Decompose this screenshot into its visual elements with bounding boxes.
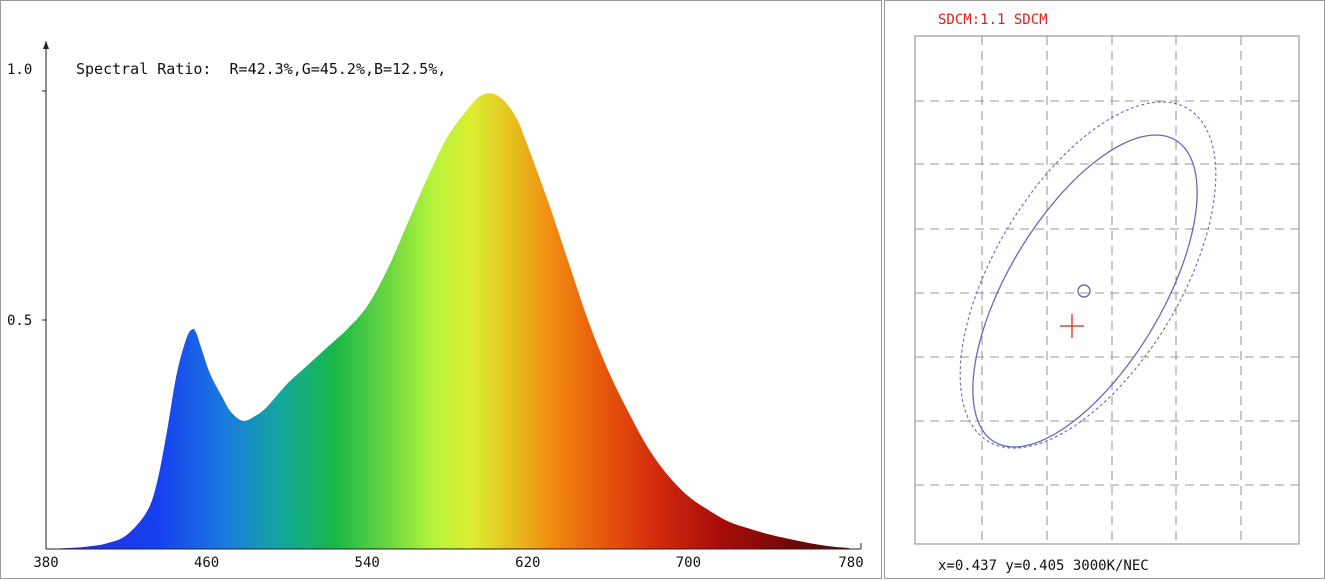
chromaticity-coordinates: x=0.437 y=0.405 3000K/NEC: [938, 558, 1149, 574]
sdcm-outer-ellipse: [959, 101, 1217, 449]
sdcm-inner-ellipse: [972, 134, 1198, 448]
x-tick-label-700: 700: [676, 555, 701, 571]
sdcm-chart: SDCM:1.1 SDCM x=0.437 y=0.405 3000K/NEC: [914, 12, 1300, 574]
x-tick-label-780: 780: [838, 555, 863, 571]
x-tick-label-460: 460: [194, 555, 219, 571]
spectrum-axes: [43, 41, 862, 550]
sdcm-grid: [915, 36, 1299, 544]
x-tick-labels: 380 460 540 620 700 780: [33, 555, 863, 571]
measured-point-cross: [1060, 314, 1084, 338]
spectrum-area: [46, 93, 849, 550]
spectrum-chart: 380 460 540 620 700 780 0.5 1.0 Spectral Ratio…: [7, 41, 864, 571]
spectrum-chart-panel: 380 460 540 620 700 780 0.5 1.0 Spectral Ratio…: [0, 0, 882, 579]
spectral-ratio-title: Spectral Ratio: R=42.3%,G=45.2%,B=12.5%,: [76, 60, 446, 78]
y-tick-label-1.0: 1.0: [7, 62, 32, 78]
y-tick-labels: 0.5 1.0: [7, 62, 46, 329]
x-tick-label-620: 620: [515, 555, 540, 571]
y-tick-label-0.5: 0.5: [7, 313, 32, 329]
sdcm-panel: SDCM:1.1 SDCM x=0.437 y=0.405 3000K/NEC: [884, 0, 1325, 579]
y-axis-arrow: [43, 41, 49, 49]
x-tick-label-380: 380: [33, 555, 58, 571]
target-point-marker: [1077, 284, 1091, 298]
x-tick-label-540: 540: [355, 555, 380, 571]
sdcm-title: SDCM:1.1 SDCM: [938, 12, 1048, 28]
